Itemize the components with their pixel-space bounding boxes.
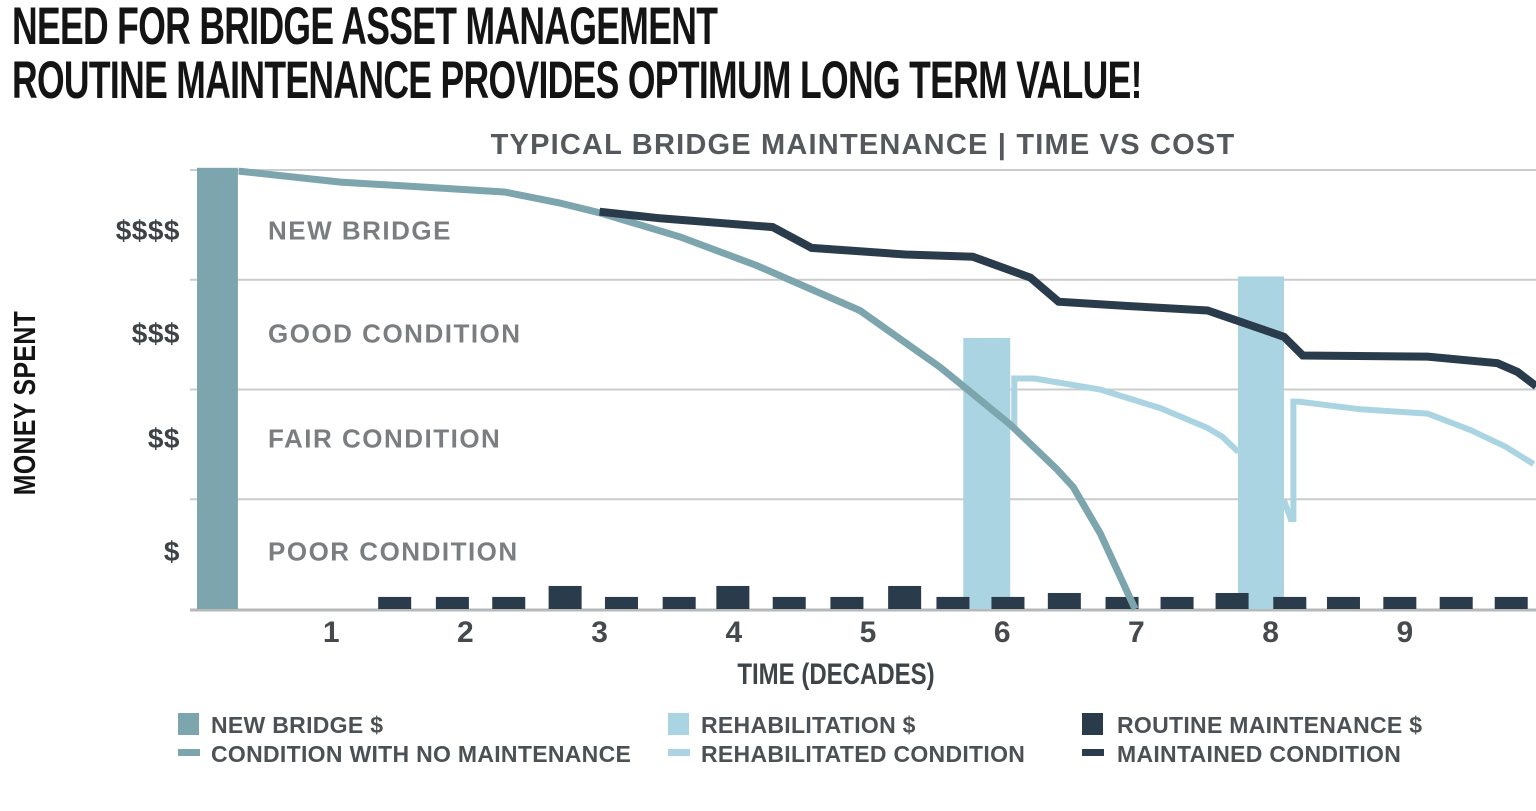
money-tick-label: $ (163, 535, 180, 567)
routine-maintenance-dash (1160, 596, 1194, 609)
routine-maintenance-dash (772, 596, 806, 609)
routine-maintenance-dash (1047, 592, 1081, 609)
legend-bar-swatch (1082, 713, 1103, 735)
x-tick-label: 5 (859, 616, 877, 649)
legend-label: CONDITION WITH NO MAINTENANCE (211, 741, 632, 767)
condition-zone-label: GOOD CONDITION (268, 318, 522, 349)
routine-maintenance-dash (1273, 596, 1307, 609)
x-tick-label: 2 (457, 616, 474, 649)
condition-zone-label: POOR CONDITION (268, 536, 519, 567)
routine-maintenance-dash (716, 585, 750, 609)
routine-maintenance-dash (378, 596, 412, 609)
routine-maintenance-dash (548, 585, 582, 609)
x-tick-label: 7 (1128, 616, 1145, 649)
rehabilitated-condition-line (1011, 375, 1241, 455)
maintained-condition-line (599, 207, 1536, 390)
legend-bar-swatch (178, 713, 199, 735)
x-tick-label: 9 (1396, 616, 1414, 649)
legend-line-swatch (668, 749, 690, 756)
money-tick-label: $$ (147, 422, 180, 454)
rehabilitation-bar (963, 337, 1011, 609)
legend-label: REHABILITATION $ (701, 712, 916, 738)
page-title-line2: ROUTINE MAINTENANCE PROVIDES OPTIMUM LON… (12, 51, 1142, 110)
legend-line-swatch (178, 749, 200, 756)
chart-title: TYPICAL BRIDGE MAINTENANCE | TIME VS COS… (490, 129, 1236, 161)
legend-bar-swatch (668, 713, 689, 735)
routine-maintenance-dash (435, 596, 469, 609)
page-title-line1: NEED FOR BRIDGE ASSET MANAGEMENT (12, 0, 718, 56)
routine-maintenance-dash (1439, 596, 1473, 609)
money-tick-label: $$$$ (115, 215, 180, 247)
routine-maintenance-dash (1494, 596, 1528, 609)
x-tick-label: 4 (725, 616, 743, 649)
routine-maintenance-dash (604, 596, 638, 609)
routine-maintenance-dash (830, 596, 864, 609)
routine-maintenance-dash (1326, 596, 1360, 609)
condition-zone-label: NEW BRIDGE (268, 215, 452, 246)
legend-label: NEW BRIDGE $ (211, 712, 384, 738)
x-tick-label: 3 (591, 616, 608, 649)
legend-label: MAINTAINED CONDITION (1117, 741, 1402, 767)
x-tick-label: 8 (1262, 616, 1279, 649)
condition-zone-label: FAIR CONDITION (268, 423, 502, 454)
routine-maintenance-dash (1215, 592, 1249, 609)
x-tick-label: 1 (322, 616, 340, 649)
routine-maintenance-dash (492, 596, 526, 609)
rehabilitated-condition-line (1281, 398, 1536, 522)
routine-maintenance-dash (936, 596, 970, 609)
routine-maintenance-dash (662, 596, 696, 609)
condition-with-no-maintenance-line (238, 167, 1139, 611)
legend-label: REHABILITATED CONDITION (701, 741, 1026, 767)
new-bridge-bar (197, 167, 238, 609)
x-tick-label: 6 (993, 616, 1011, 649)
legend-line-swatch (1082, 749, 1104, 756)
page-title: NEED FOR BRIDGE ASSET MANAGEMENT ROUTINE… (12, 0, 1142, 108)
routine-maintenance-dash (888, 585, 922, 609)
routine-maintenance-dash (991, 596, 1025, 609)
x-axis-title: TIME (DECADES) (737, 658, 935, 691)
legend-label: ROUTINE MAINTENANCE $ (1117, 712, 1423, 738)
money-tick-label: $$$ (131, 317, 180, 349)
routine-maintenance-dash (1383, 596, 1417, 609)
